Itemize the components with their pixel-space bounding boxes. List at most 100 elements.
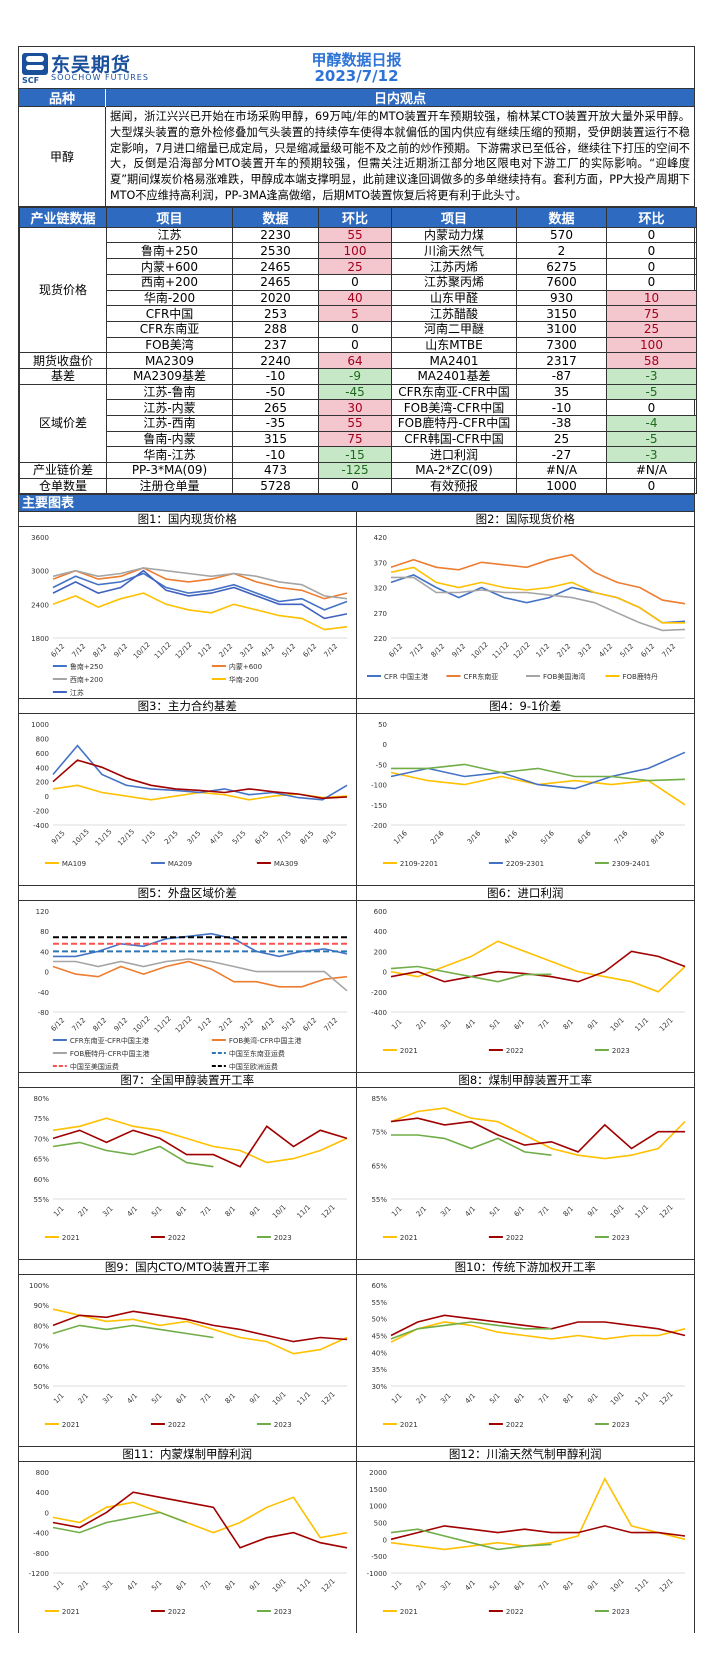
x-tick-label: 10/1 bbox=[271, 1578, 288, 1595]
table-group-label: 期货收盘价 bbox=[19, 352, 107, 369]
y-tick-label: -200 bbox=[371, 822, 387, 830]
chart-svg: 50 0 -50 -100 -150 -200 1/16 2/16 3/16 4/16 5/16 6/… bbox=[371, 721, 685, 868]
y-tick-label: 2400 bbox=[31, 602, 49, 610]
table-cell: -125 bbox=[318, 462, 392, 479]
x-tick-label: 9/15 bbox=[321, 830, 338, 847]
y-tick-label: -400 bbox=[371, 1009, 387, 1017]
table-cell: MA2401 bbox=[391, 352, 517, 369]
company-name-en: SOOCHOW FUTURES bbox=[51, 73, 149, 82]
report-title: 甲醇数据日报 bbox=[311, 51, 402, 69]
table-cell: 0 bbox=[606, 399, 697, 417]
series-line bbox=[390, 966, 551, 983]
table-cell: 75 bbox=[318, 430, 392, 448]
table-cell: 58 bbox=[606, 352, 697, 369]
table-header-1: 项目 bbox=[106, 206, 233, 228]
legend-label: 2309-2401 bbox=[611, 860, 649, 868]
table-header-5: 数据 bbox=[516, 206, 607, 228]
y-tick-label: 1000 bbox=[369, 1503, 387, 1511]
table-header-4: 项目 bbox=[391, 206, 517, 228]
table-row: 产业链价差 PP-3*MA(09) 473 -125 MA-2*ZC(09) #N/A #N… bbox=[19, 462, 697, 479]
y-tick-label: -50 bbox=[375, 762, 386, 770]
table-cell: -10 bbox=[232, 446, 319, 464]
report-date: 2023/7/12 bbox=[314, 67, 399, 85]
x-tick-label: 6/1 bbox=[512, 1205, 526, 1219]
y-tick-label: 400 bbox=[36, 765, 49, 773]
x-tick-label: 1/12 bbox=[196, 643, 213, 660]
chart-panel-7: 图7：全国甲醇装置开工率 80% 75% 70% 65% 60% 55% 1/1 2/1 3/1 4… bbox=[19, 1072, 357, 1260]
chart-title: 图3：主力合约基差 bbox=[19, 699, 356, 715]
y-tick-label: 35% bbox=[371, 1367, 387, 1375]
legend-label: 西南+200 bbox=[70, 675, 103, 684]
table-cell: 288 bbox=[232, 320, 319, 338]
series-line bbox=[52, 567, 348, 600]
series-line bbox=[53, 958, 348, 992]
y-tick-label: 600 bbox=[36, 750, 49, 758]
table-cell: 华南-200 bbox=[106, 289, 233, 307]
x-tick-label: 5/1 bbox=[150, 1392, 164, 1406]
view-row: 甲醇 据闻，浙江兴兴已开始在市场采购甲醇，69万吨/年的MTO装置开车预期较强，… bbox=[19, 107, 694, 207]
logo-sub: SCF bbox=[22, 76, 40, 85]
y-tick-label: 200 bbox=[373, 949, 386, 957]
x-tick-label: 3/12 bbox=[576, 643, 593, 660]
legend-label: 2022 bbox=[168, 1608, 186, 1616]
x-tick-label: 7/12 bbox=[660, 643, 677, 660]
table-cell: 55 bbox=[318, 226, 392, 244]
table-cell: PP-3*MA(09) bbox=[106, 462, 233, 479]
table-cell: 西南+200 bbox=[106, 273, 233, 291]
series-line bbox=[390, 566, 685, 625]
table-cell: -9 bbox=[318, 367, 392, 385]
table-group-label: 产业链价差 bbox=[19, 462, 107, 479]
series-line bbox=[390, 1528, 551, 1551]
x-tick-label: 2/1 bbox=[414, 1205, 428, 1219]
table-cell: CFR东南亚-CFR中国 bbox=[391, 383, 517, 401]
chart-title: 图9：国内CTO/MTO装置开工率 bbox=[19, 1260, 356, 1276]
table-cell: 64 bbox=[318, 352, 392, 369]
table-cell: 0 bbox=[606, 226, 697, 244]
x-tick-label: 2/1 bbox=[77, 1205, 91, 1219]
chart-title: 图7：全国甲醇装置开工率 bbox=[19, 1073, 356, 1089]
x-tick-label: 9/1 bbox=[248, 1579, 262, 1593]
y-tick-label: 50% bbox=[371, 1316, 387, 1324]
x-tick-label: 12/1 bbox=[658, 1017, 675, 1034]
table-group-label: 区域价差 bbox=[19, 383, 107, 464]
table-cell: 0 bbox=[318, 273, 392, 291]
chart-panel-4: 图4：9-1价差 50 0 -50 -100 -150 -200 1/16 2/16 3/16 4/… bbox=[356, 698, 694, 885]
x-tick-label: 12/12 bbox=[174, 1015, 194, 1035]
x-tick-label: 10/1 bbox=[609, 1017, 626, 1034]
table-header-2: 数据 bbox=[232, 206, 319, 228]
x-tick-label: 3/16 bbox=[465, 829, 482, 846]
table-cell: 2465 bbox=[232, 258, 319, 275]
x-tick-label: 8/1 bbox=[561, 1018, 575, 1032]
x-tick-label: 10/12 bbox=[469, 641, 489, 661]
x-tick-label: 3/1 bbox=[101, 1392, 115, 1406]
table-cell: 0 bbox=[318, 320, 392, 338]
legend-label: 2109-2201 bbox=[399, 860, 437, 868]
x-tick-label: 4/1 bbox=[126, 1205, 140, 1219]
series-line bbox=[52, 759, 348, 800]
table-cell: -38 bbox=[516, 415, 607, 432]
y-tick-label: 400 bbox=[373, 929, 386, 937]
x-tick-label: 6/1 bbox=[512, 1018, 526, 1032]
x-tick-label: 1/1 bbox=[52, 1205, 66, 1219]
y-tick-label: 0 bbox=[382, 742, 386, 750]
table-cell: 山东MTBE bbox=[391, 336, 517, 354]
x-tick-label: 8/12 bbox=[91, 1017, 108, 1034]
y-tick-label: -200 bbox=[33, 808, 49, 816]
y-tick-label: 3600 bbox=[31, 534, 49, 542]
x-tick-label: 7/12 bbox=[70, 643, 87, 660]
table-cell: 2 bbox=[516, 242, 607, 260]
legend-label: 中国至欧洲运费 bbox=[229, 1062, 278, 1071]
table-cell: 25 bbox=[318, 258, 392, 275]
x-tick-label: 1/1 bbox=[390, 1205, 404, 1219]
x-tick-label: 10/1 bbox=[271, 1391, 288, 1408]
table-row: 区域价差 江苏-鲁南 -50 -45 CFR东南亚-CFR中国 35 -5 bbox=[19, 383, 697, 464]
x-tick-label: 4/1 bbox=[463, 1579, 477, 1593]
chart-title: 图5：外盘区域价差 bbox=[19, 886, 356, 902]
chart-panel-1: 图1：国内现货价格 3600 3000 2400 1800 6/12 7/12 8/12 9/1… bbox=[19, 511, 357, 699]
y-tick-label: 370 bbox=[373, 560, 386, 568]
y-tick-label: 0 bbox=[45, 794, 49, 802]
x-tick-label: 1/1 bbox=[52, 1392, 66, 1406]
x-tick-label: 4/12 bbox=[597, 643, 614, 660]
